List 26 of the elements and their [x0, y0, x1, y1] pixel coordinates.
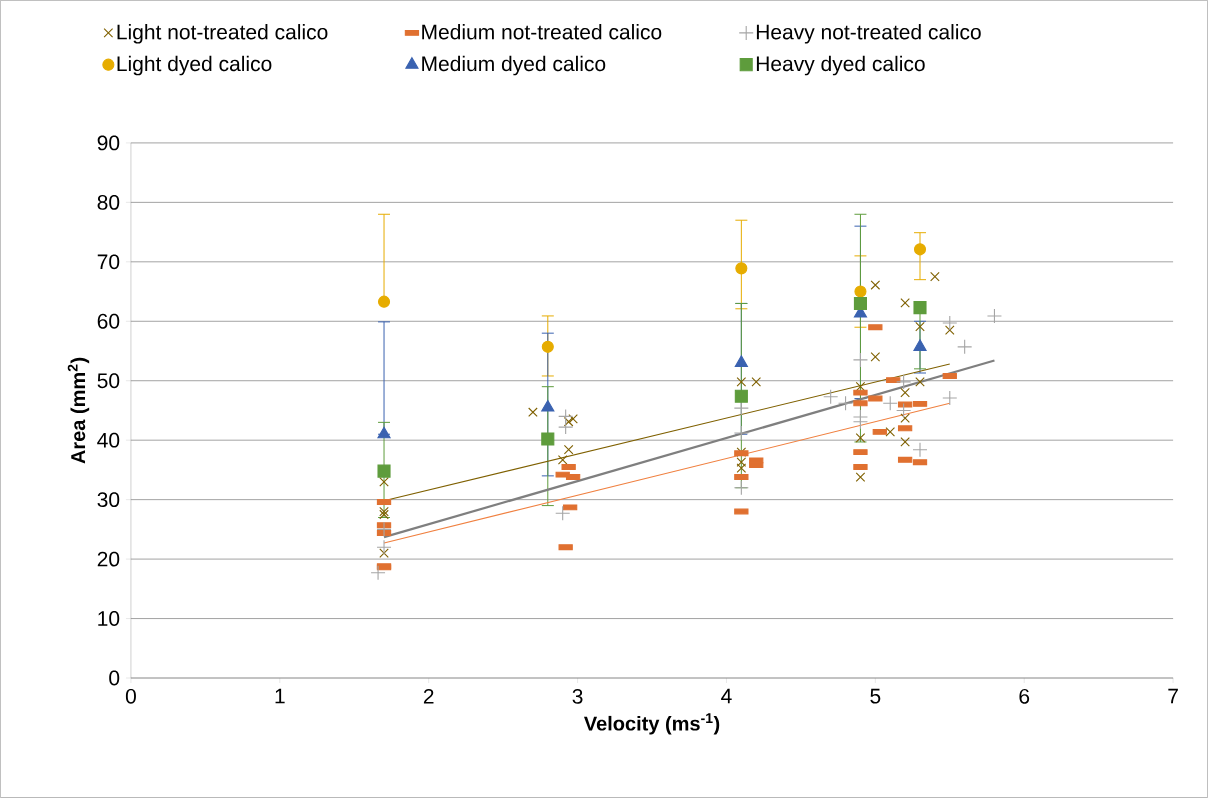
x-axis-title: Velocity (ms$^{-1}$) — [583, 713, 720, 735]
y-tick-label: 70 — [97, 254, 120, 270]
legend-label: Medium dyed calico — [422, 55, 606, 76]
x-tick-label: 3 — [572, 688, 583, 704]
y-tick-label: 30 — [97, 492, 120, 508]
y-tick-label: 60 — [97, 313, 120, 329]
x-tick-label: 7 — [1168, 688, 1178, 704]
x-tick-label: 1 — [275, 688, 285, 704]
y-tick-label: 0 — [109, 670, 120, 686]
y-tick-label: 20 — [97, 551, 120, 567]
x-tick-label: 5 — [870, 688, 881, 704]
legend-label: Medium not-treated calico — [422, 24, 662, 40]
legend-label: Light not-treated calico — [117, 24, 328, 44]
y-tick-label: 90 — [97, 135, 120, 151]
x-tick-label: 2 — [423, 688, 434, 704]
y-tick-label: 80 — [97, 194, 120, 210]
legend-label: Heavy not-treated calico — [756, 24, 981, 44]
y-tick-label: 10 — [98, 611, 120, 627]
legend-label: Heavy dyed calico — [756, 55, 925, 76]
y-tick-label: 40 — [97, 432, 120, 448]
y-tick-label: 50 — [97, 373, 120, 389]
y-axis-title: Area (mm$^{2}$) — [67, 357, 90, 464]
legend-label: Light dyed calico — [117, 55, 272, 76]
x-tick-label: 4 — [721, 688, 732, 704]
x-tick-label: 6 — [1019, 688, 1030, 704]
x-tick-label: 0 — [125, 688, 136, 704]
